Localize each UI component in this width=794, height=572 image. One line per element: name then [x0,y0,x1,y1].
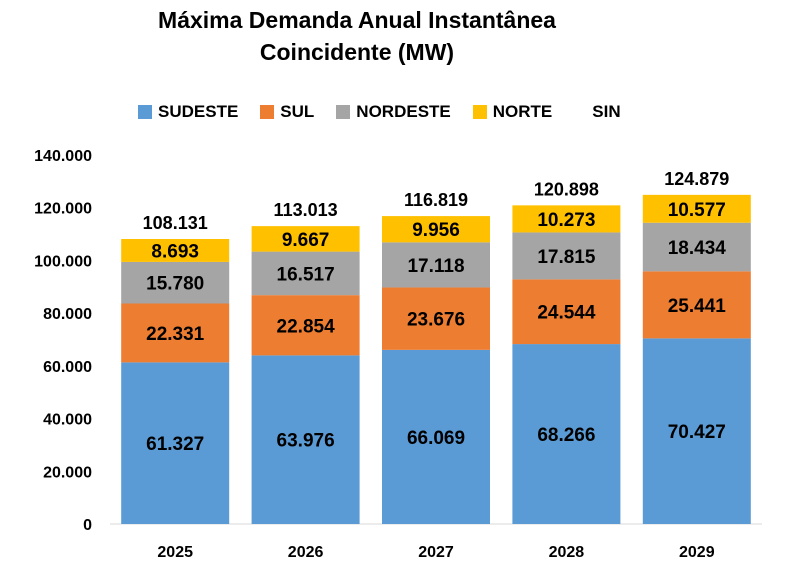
y-tick-label: 20.000 [43,464,92,481]
bar-segment-norte [382,216,490,243]
legend-item-sin: SIN [592,102,620,122]
x-tick-label: 2027 [418,544,454,561]
bar-segment-norte [642,194,751,223]
data-label-sul: 23.676 [407,310,465,331]
total-label-sin: 124.879 [664,169,729,189]
data-label-nordeste: 18.434 [668,238,727,259]
bar-segment-norte [251,226,360,252]
bar-segment-sul [121,303,230,363]
y-tick-label: 0 [83,517,92,534]
legend-item-nordeste: NORDESTE [336,102,451,122]
chart-legend: SUDESTE SUL NORDESTE NORTE SIN [138,102,643,122]
data-label-sul: 25.441 [668,296,727,317]
legend-item-sudeste: SUDESTE [138,102,238,122]
x-tick-label: 2029 [679,544,715,561]
total-label-sin: 108.131 [143,213,208,233]
legend-item-sul: SUL [260,102,314,122]
legend-item-norte: NORTE [472,102,553,122]
y-tick-label: 60.000 [43,359,92,376]
data-label-nordeste: 17.118 [407,256,464,277]
legend-label-sin: SIN [592,102,621,121]
legend-label-nordeste: NORDESTE [356,102,451,121]
legend-swatch-sul [260,105,275,119]
chart-title-line1: Máxima Demanda Anual Instantânea [158,7,556,33]
bar-segment-nordeste [382,242,490,288]
chart-title-line2: Coincidente (MW) [259,39,455,65]
bar-segment-sudeste [382,349,490,524]
bar-segment-sudeste [642,338,751,524]
data-label-nordeste: 16.517 [277,264,335,285]
y-tick-label: 40.000 [43,412,92,429]
data-label-sul: 24.544 [537,303,596,324]
bar-segment-norte [121,238,230,262]
legend-swatch-norte [472,105,487,119]
bar-segment-nordeste [121,261,230,304]
data-label-sul: 22.854 [277,316,336,337]
bar-segment-sul [512,279,621,345]
data-label-sudeste: 68.266 [537,425,595,446]
data-label-nordeste: 17.815 [537,247,596,268]
data-label-sudeste: 70.427 [668,422,726,443]
data-label-norte: 9.956 [412,220,460,241]
total-label-sin: 116.819 [404,190,468,210]
bar-segment-sudeste [512,344,621,524]
data-label-norte: 8.693 [151,241,199,262]
y-tick-label: 120.000 [34,201,92,218]
legend-label-sudeste: SUDESTE [158,102,239,121]
y-tick-label: 80.000 [43,306,92,323]
total-label-sin: 120.898 [534,179,599,199]
bar-segment-sul [382,287,490,350]
data-label-sul: 22.331 [146,324,205,345]
data-label-sudeste: 61.327 [146,434,204,455]
data-label-norte: 10.577 [668,200,726,221]
data-label-norte: 9.667 [282,230,330,251]
bar-segment-sul [642,271,751,339]
y-tick-label: 140.000 [34,148,92,165]
x-tick-label: 2025 [157,544,193,561]
bar-segment-sudeste [251,355,360,524]
y-tick-label: 100.000 [34,253,92,270]
legend-label-sul: SUL [280,102,315,121]
bar-segment-sudeste [121,362,230,524]
data-label-norte: 10.273 [537,210,595,231]
bar-segment-nordeste [512,232,621,280]
data-label-sudeste: 66.069 [407,428,465,449]
x-tick-label: 2028 [549,544,585,561]
bar-segment-sul [251,295,360,356]
legend-swatch-sudeste [138,105,152,119]
data-label-nordeste: 15.780 [146,274,204,295]
bar-segment-norte [512,205,621,233]
legend-swatch-nordeste [336,105,351,119]
bar-segment-nordeste [642,222,751,272]
total-label-sin: 113.013 [274,200,338,220]
data-label-sudeste: 63.976 [277,431,335,452]
x-tick-label: 2026 [288,544,324,561]
legend-label-norte: NORTE [492,102,553,121]
bar-segment-nordeste [251,251,360,296]
